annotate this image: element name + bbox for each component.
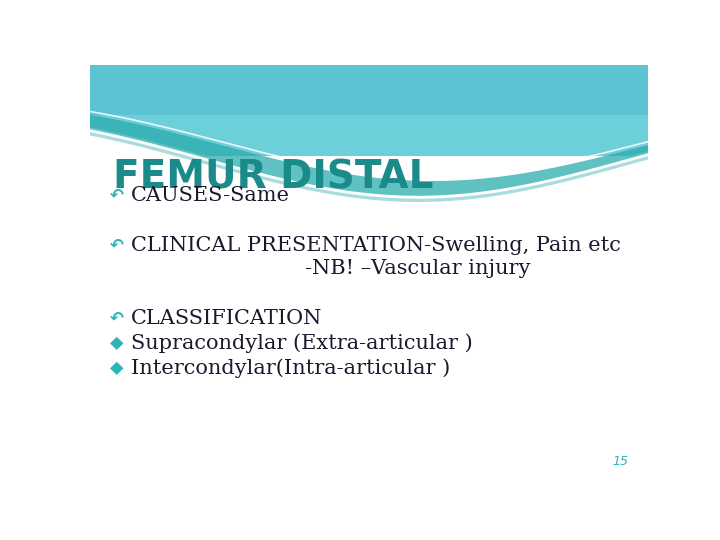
Text: Intercondylar(Intra-articular ): Intercondylar(Intra-articular ): [131, 359, 450, 378]
Text: CLINICAL PRESENTATION-Swelling, Pain etc: CLINICAL PRESENTATION-Swelling, Pain etc: [131, 236, 621, 255]
Text: ↶: ↶: [110, 237, 124, 255]
Polygon shape: [109, 361, 124, 375]
Polygon shape: [90, 127, 648, 481]
Text: ↶: ↶: [110, 309, 124, 327]
Polygon shape: [109, 336, 124, 350]
Text: Supracondylar (Extra-articular ): Supracondylar (Extra-articular ): [131, 334, 472, 353]
Text: 15: 15: [613, 455, 629, 468]
Polygon shape: [90, 132, 648, 202]
Text: FEMUR DISTAL: FEMUR DISTAL: [114, 158, 434, 197]
Polygon shape: [90, 115, 648, 196]
Text: ↶: ↶: [110, 187, 124, 205]
Polygon shape: [90, 65, 648, 156]
Text: CLASSIFICATION: CLASSIFICATION: [131, 309, 322, 328]
Text: -NB! –Vascular injury: -NB! –Vascular injury: [305, 259, 531, 278]
Text: CAUSES-Same: CAUSES-Same: [131, 186, 289, 205]
Polygon shape: [90, 65, 648, 114]
